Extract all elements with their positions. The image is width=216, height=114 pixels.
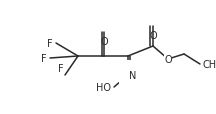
- Text: F: F: [41, 54, 47, 63]
- Text: F: F: [47, 39, 53, 49]
- Text: O: O: [164, 54, 172, 64]
- Text: CH₃: CH₃: [203, 60, 216, 69]
- Text: O: O: [149, 31, 157, 41]
- Text: O: O: [100, 37, 108, 47]
- Text: N: N: [129, 70, 136, 80]
- Text: F: F: [58, 63, 64, 73]
- Text: HO: HO: [96, 82, 111, 92]
